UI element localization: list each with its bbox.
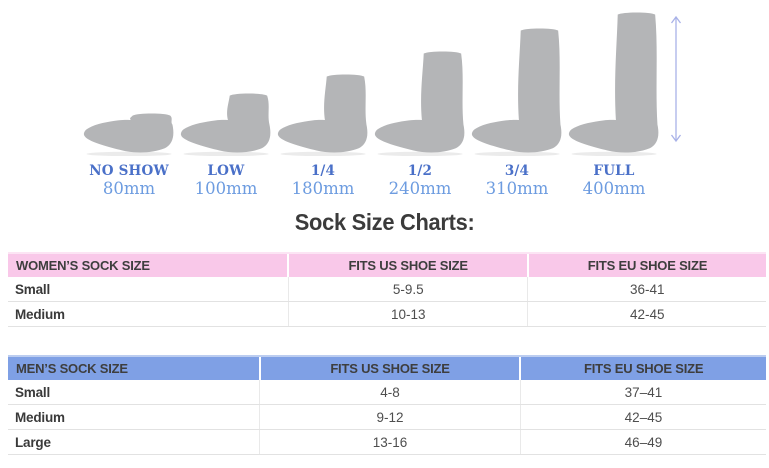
mens-table-header-row: MEN’S SOCK SIZE FITS US SHOE SIZE FITS EU … [8,355,766,380]
sock-style-label: 1/4 [310,163,336,179]
table-row: Medium 10-13 42-45 [8,301,766,327]
sock-column: 1/2 240mm [372,6,469,199]
socks-row: NO SHOW 80mm LOW 100mm 1/4 180mm 1/2 240mm 3/4 31… [0,6,769,199]
table-row: Large 13-16 46–49 [8,429,766,455]
sock-icon [277,74,367,156]
womens-table-header-row: WOMEN’S SOCK SIZE FITS US SHOE SIZE FITS E… [8,252,766,277]
column-header: FITS EU SHOE SIZE [519,355,766,380]
sock-style-label: FULL [593,163,635,179]
sock-column: FULL 400mm [566,6,663,199]
us-shoe-size-cell: 4-8 [259,380,521,405]
sock-column: 1/4 180mm [275,6,372,199]
page-title: Sock Size Charts: [0,209,769,236]
sock-height-value: 180mm [291,179,355,198]
sock-style-label: 1/2 [407,163,433,179]
sock-figure [566,6,663,156]
sock-column: LOW 100mm [178,6,275,199]
sock-style-label: LOW [207,163,245,179]
us-shoe-size-cell: 10-13 [287,301,528,327]
column-header: FITS EU SHOE SIZE [526,252,766,277]
eu-shoe-size-cell: 42-45 [527,301,766,327]
sock-icon [180,93,270,156]
column-header: MEN’S SOCK SIZE [8,355,260,380]
size-name-cell: Small [8,380,260,405]
sock-height-value: 80mm [102,179,156,198]
sock-figure [275,6,372,156]
sock-height-value: 240mm [388,179,452,198]
sock-height-diagram: NO SHOW 80mm LOW 100mm 1/4 180mm 1/2 240mm 3/4 31… [0,0,769,199]
eu-shoe-size-cell: 42–45 [519,404,766,430]
table-row: Small 4-8 37–41 [8,380,766,405]
sock-icon [568,12,658,156]
us-shoe-size-cell: 5-9.5 [287,277,528,302]
eu-shoe-size-cell: 36-41 [527,277,766,302]
size-name-cell: Medium [8,301,289,327]
eu-shoe-size-cell: 46–49 [519,429,766,455]
sock-column: NO SHOW 80mm [81,6,178,199]
arrow-column [663,6,689,199]
sock-icon [83,113,173,156]
sock-figure [372,6,469,156]
sock-icon [471,28,561,156]
page-title-text: Sock Size Charts: [294,209,475,235]
us-shoe-size-cell: 9-12 [259,404,521,430]
sock-figure [469,6,566,156]
eu-shoe-size-cell: 37–41 [519,380,766,405]
sock-height-value: 400mm [582,179,646,198]
table-row: Small 5-9.5 36-41 [8,277,766,302]
table-row: Medium 9-12 42–45 [8,404,766,430]
arrow-figure [668,6,684,156]
sock-style-label: NO SHOW [89,163,169,179]
size-name-cell: Medium [8,404,260,430]
sock-figure [81,6,178,156]
column-header: FITS US SHOE SIZE [258,355,521,380]
column-header: FITS US SHOE SIZE [287,252,528,277]
sock-style-label: 3/4 [504,163,530,179]
size-name-cell: Large [8,429,260,455]
womens-size-table: WOMEN’S SOCK SIZE FITS US SHOE SIZE FITS E… [8,252,766,327]
size-tables: WOMEN’S SOCK SIZE FITS US SHOE SIZE FITS E… [0,252,769,455]
height-range-arrow-icon [670,15,681,143]
sock-icon [374,51,464,156]
sock-column: 3/4 310mm [469,6,566,199]
mens-size-table: MEN’S SOCK SIZE FITS US SHOE SIZE FITS EU … [8,355,766,455]
sock-height-value: 310mm [485,179,549,198]
sock-figure [178,6,275,156]
us-shoe-size-cell: 13-16 [259,429,521,455]
sock-height-value: 100mm [194,179,258,198]
size-name-cell: Small [8,277,289,302]
column-header: WOMEN’S SOCK SIZE [8,252,289,277]
